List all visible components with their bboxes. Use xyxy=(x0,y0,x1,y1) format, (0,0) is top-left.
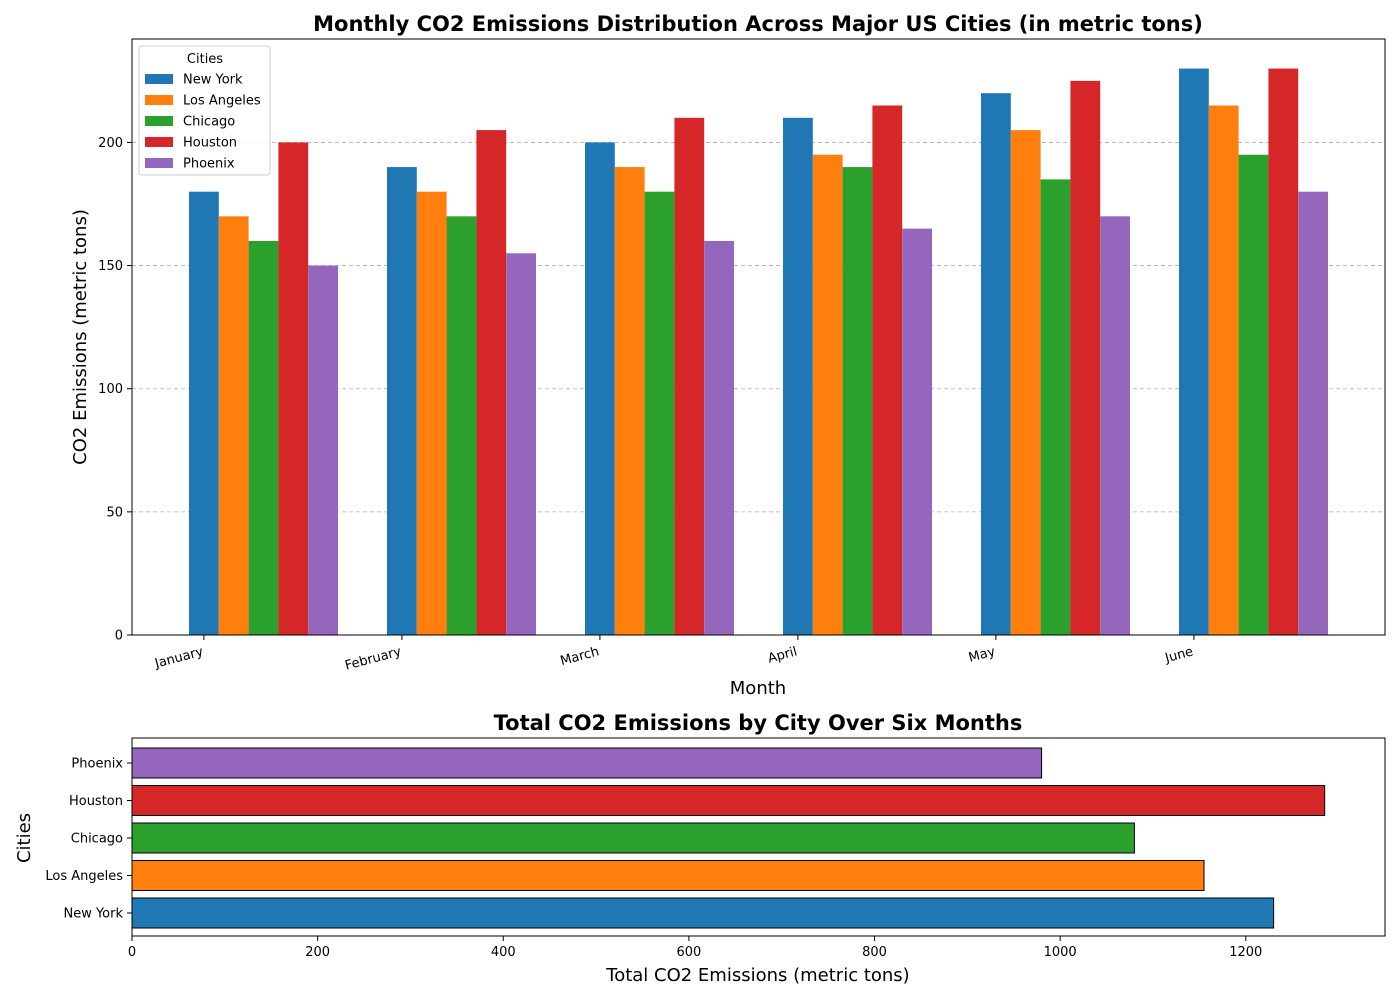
bar-houston-february xyxy=(476,130,507,635)
total-bar-phoenix xyxy=(131,747,1043,779)
legend-entry-label: Los Angeles xyxy=(183,94,261,109)
bar-chicago-april xyxy=(842,167,873,636)
y-tick-label: 0 xyxy=(115,629,123,644)
x-tick-label: March xyxy=(559,644,601,669)
bar-new-york-april xyxy=(783,117,813,635)
x-tick-label: 800 xyxy=(862,945,887,960)
monthly-chart-y-ticks: 0 50 100 150 200 xyxy=(98,136,132,644)
bar-new-york-may xyxy=(981,93,1011,635)
bar-new-york-february xyxy=(387,167,417,636)
bar-chicago-may xyxy=(1040,179,1071,635)
legend-items: New York Los Angeles Chicago Houston Phoenix xyxy=(145,73,261,172)
bar-phoenix-february xyxy=(506,253,536,635)
y-tick-label: 50 xyxy=(106,505,123,520)
monthly-chart-frame xyxy=(131,38,1386,636)
total-chart-y-ticks: New York Los Angeles Chicago Houston Phoenix xyxy=(45,757,132,922)
x-tick-label: 200 xyxy=(305,945,330,960)
monthly-chart-gridlines xyxy=(132,142,1385,513)
total-bar-los-angeles xyxy=(131,860,1205,891)
total-emissions-chart: Total CO2 Emissions by City Over Six Mon… xyxy=(14,711,1386,986)
legend-swatch xyxy=(145,95,173,105)
total-bar-chicago xyxy=(131,822,1135,854)
legend-title: Cities xyxy=(187,52,223,67)
x-tick-label: June xyxy=(1163,644,1195,666)
bar-los-angeles-march xyxy=(614,167,645,636)
bar-chicago-june xyxy=(1238,154,1269,635)
legend-entry-label: Chicago xyxy=(183,115,235,130)
bar-phoenix-march xyxy=(704,240,734,635)
total-bar-new-york xyxy=(131,897,1275,929)
city-tick-label: New York xyxy=(63,907,123,922)
total-chart-y-axis-label: Cities xyxy=(14,813,35,863)
total-chart-frame xyxy=(131,737,1386,937)
legend-swatch xyxy=(145,74,173,84)
city-tick-label: Chicago xyxy=(71,832,123,847)
total-bar-houston xyxy=(131,785,1326,816)
monthly-chart-title: Monthly CO2 Emissions Distribution Acros… xyxy=(313,12,1203,36)
total-chart-x-ticks: 0 200 400 600 800 1000 1200 xyxy=(128,936,1262,960)
y-tick-label: 150 xyxy=(98,259,123,274)
y-tick-label: 200 xyxy=(98,136,123,151)
legend-entry-label: New York xyxy=(183,73,243,88)
x-tick-label: April xyxy=(766,644,799,666)
bar-chicago-march xyxy=(644,191,675,635)
x-tick-label: 1000 xyxy=(1044,945,1077,960)
bar-los-angeles-may xyxy=(1010,130,1041,635)
bar-new-york-march xyxy=(585,142,615,635)
total-chart-bars xyxy=(131,747,1326,929)
x-tick-label: 600 xyxy=(676,945,701,960)
x-tick-label: February xyxy=(343,644,403,673)
monthly-chart-bars xyxy=(189,68,1328,636)
legend: Cities New York Los Angeles Chicago Houston… xyxy=(138,45,271,176)
bar-houston-april xyxy=(872,105,903,636)
y-tick-label: 100 xyxy=(98,382,123,397)
bar-houston-may xyxy=(1070,80,1101,635)
monthly-chart-y-axis-label: CO2 Emissions (metric tons) xyxy=(70,209,91,465)
bar-chicago-february xyxy=(446,216,477,635)
bar-los-angeles-january xyxy=(218,216,249,635)
x-tick-label: 1200 xyxy=(1229,945,1262,960)
bar-chicago-january xyxy=(248,240,279,635)
bar-phoenix-may xyxy=(1100,216,1130,635)
bar-phoenix-june xyxy=(1298,191,1328,635)
bar-new-york-june xyxy=(1179,68,1209,636)
bar-houston-june xyxy=(1268,68,1299,636)
legend-entry-label: Houston xyxy=(183,136,237,151)
monthly-chart-x-ticks: January February March April May June xyxy=(152,635,1195,674)
city-tick-label: Phoenix xyxy=(71,757,123,772)
bar-houston-january xyxy=(278,142,309,635)
legend-swatch xyxy=(145,137,173,147)
x-tick-label: May xyxy=(967,644,997,666)
city-tick-label: Los Angeles xyxy=(45,869,123,884)
legend-swatch xyxy=(145,158,173,168)
x-tick-label: 0 xyxy=(128,945,136,960)
bar-los-angeles-june xyxy=(1208,105,1239,636)
monthly-chart-x-axis-label: Month xyxy=(730,678,786,699)
bar-los-angeles-april xyxy=(812,154,843,635)
total-chart-x-axis-label: Total CO2 Emissions (metric tons) xyxy=(605,965,909,986)
x-tick-label: January xyxy=(152,644,205,672)
bar-phoenix-january xyxy=(308,265,338,635)
bar-new-york-january xyxy=(189,191,219,635)
city-tick-label: Houston xyxy=(69,794,123,809)
bar-houston-march xyxy=(674,117,705,635)
legend-entry-label: Phoenix xyxy=(183,157,235,172)
bar-phoenix-april xyxy=(902,228,932,636)
legend-swatch xyxy=(145,116,173,126)
bar-los-angeles-february xyxy=(416,191,447,635)
total-chart-title: Total CO2 Emissions by City Over Six Mon… xyxy=(494,711,1023,735)
x-tick-label: 400 xyxy=(491,945,516,960)
monthly-emissions-chart: Monthly CO2 Emissions Distribution Acros… xyxy=(70,12,1386,699)
